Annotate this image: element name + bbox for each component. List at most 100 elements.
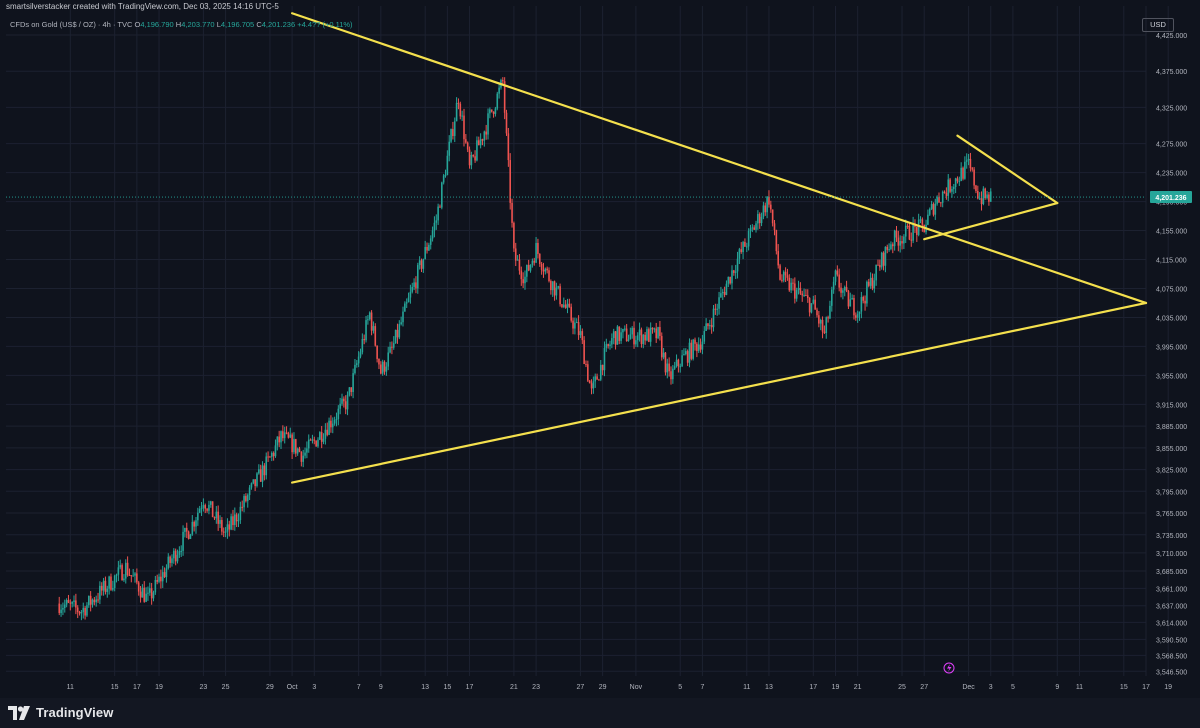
candle-body: [697, 344, 700, 352]
candle-body: [522, 279, 524, 284]
candle-body: [803, 295, 805, 297]
candle-body: [126, 562, 129, 576]
candle-body: [496, 93, 499, 109]
tradingview-logo[interactable]: TradingView: [8, 705, 113, 720]
candle-body: [110, 576, 112, 590]
candle-body: [91, 599, 94, 605]
candle-body: [912, 223, 914, 241]
candle-body: [978, 198, 981, 200]
candle-body: [814, 299, 816, 310]
time-tick-label: 19: [155, 684, 163, 691]
candle-body: [503, 81, 506, 113]
candle-body: [570, 306, 572, 321]
candle-body: [849, 299, 852, 307]
time-tick-label: 27: [577, 684, 585, 691]
time-tick-label: 17: [1142, 684, 1150, 691]
trendline[interactable]: [291, 12, 1148, 305]
candle-body: [452, 129, 454, 137]
candle-body: [749, 228, 752, 231]
candle-body: [729, 276, 731, 284]
candle-body: [76, 607, 79, 613]
candle-body: [453, 121, 456, 137]
trendlines[interactable]: [291, 12, 1148, 484]
candle-body: [134, 573, 136, 576]
candle-body: [171, 558, 173, 563]
candle-body: [285, 432, 288, 434]
candle-body: [744, 241, 746, 247]
price-tick-label: 4,235.000: [1156, 171, 1187, 178]
price-tick-label: 4,275.000: [1156, 142, 1187, 149]
candle-body: [694, 339, 696, 344]
trendline[interactable]: [956, 134, 1059, 205]
currency-button[interactable]: USD: [1142, 18, 1174, 32]
candle-body: [956, 178, 959, 182]
candle-body: [187, 531, 190, 539]
time-tick-label: 5: [1011, 684, 1015, 691]
high-label: H: [175, 20, 182, 29]
open-label: O: [134, 20, 141, 29]
candle-body: [304, 452, 306, 456]
candle-body: [598, 379, 600, 381]
candle-body: [444, 175, 447, 177]
candle-body: [766, 196, 768, 213]
candle-body: [764, 205, 767, 213]
trendline[interactable]: [291, 301, 1148, 484]
candle-body: [402, 311, 404, 323]
time-tick-label: Nov: [630, 684, 643, 691]
candle-body: [300, 451, 303, 462]
candle-body: [568, 303, 571, 307]
price-tick-label: 3,568.500: [1156, 653, 1187, 660]
candle-body: [189, 534, 192, 539]
price-tick-label: 3,825.000: [1156, 468, 1187, 475]
candle-body: [718, 297, 720, 309]
candle-body: [677, 359, 680, 367]
candle-body: [954, 178, 957, 187]
candle-body: [420, 260, 423, 269]
candle-body: [627, 339, 630, 342]
candle-body: [965, 160, 968, 162]
candle-body: [139, 591, 142, 598]
candle-body: [771, 209, 774, 224]
candle-body: [75, 600, 77, 608]
event-icon[interactable]: [943, 662, 955, 674]
candle-body: [326, 429, 329, 435]
candle-body: [148, 588, 151, 593]
candle-body: [888, 249, 890, 251]
candle-body: [520, 270, 523, 280]
candle-body: [465, 139, 467, 143]
candle-body: [108, 576, 110, 589]
candle-body: [572, 320, 574, 329]
candle-body: [945, 192, 948, 196]
candle-body: [502, 80, 504, 82]
candle-body: [890, 244, 892, 250]
candle-body: [392, 343, 395, 348]
price-tick-label: 3,915.000: [1156, 402, 1187, 409]
candle-body: [442, 175, 445, 183]
candle-body: [847, 290, 850, 307]
trendline[interactable]: [923, 201, 1059, 241]
candle-body: [832, 281, 835, 290]
candle-body: [618, 326, 621, 341]
candle-body: [827, 317, 829, 319]
candle-body: [781, 279, 783, 281]
time-tick-label: 15: [1120, 684, 1128, 691]
candle-body: [681, 355, 683, 367]
candle-body: [468, 149, 471, 166]
candle-body: [213, 517, 216, 519]
candle-body: [734, 271, 737, 273]
candle-body: [259, 469, 262, 482]
candle-body: [755, 223, 757, 230]
candle-body: [884, 246, 887, 266]
candle-body: [609, 344, 611, 346]
candle-body: [158, 576, 160, 582]
candle-body: [311, 439, 314, 441]
candle-body: [542, 269, 545, 272]
candle-body: [607, 344, 609, 346]
candle-body: [200, 507, 203, 509]
price-tick-label: 4,075.000: [1156, 286, 1187, 293]
candle-body: [160, 576, 162, 582]
candle-body: [758, 214, 761, 224]
price-tick-label: 4,195.000: [1156, 200, 1187, 207]
